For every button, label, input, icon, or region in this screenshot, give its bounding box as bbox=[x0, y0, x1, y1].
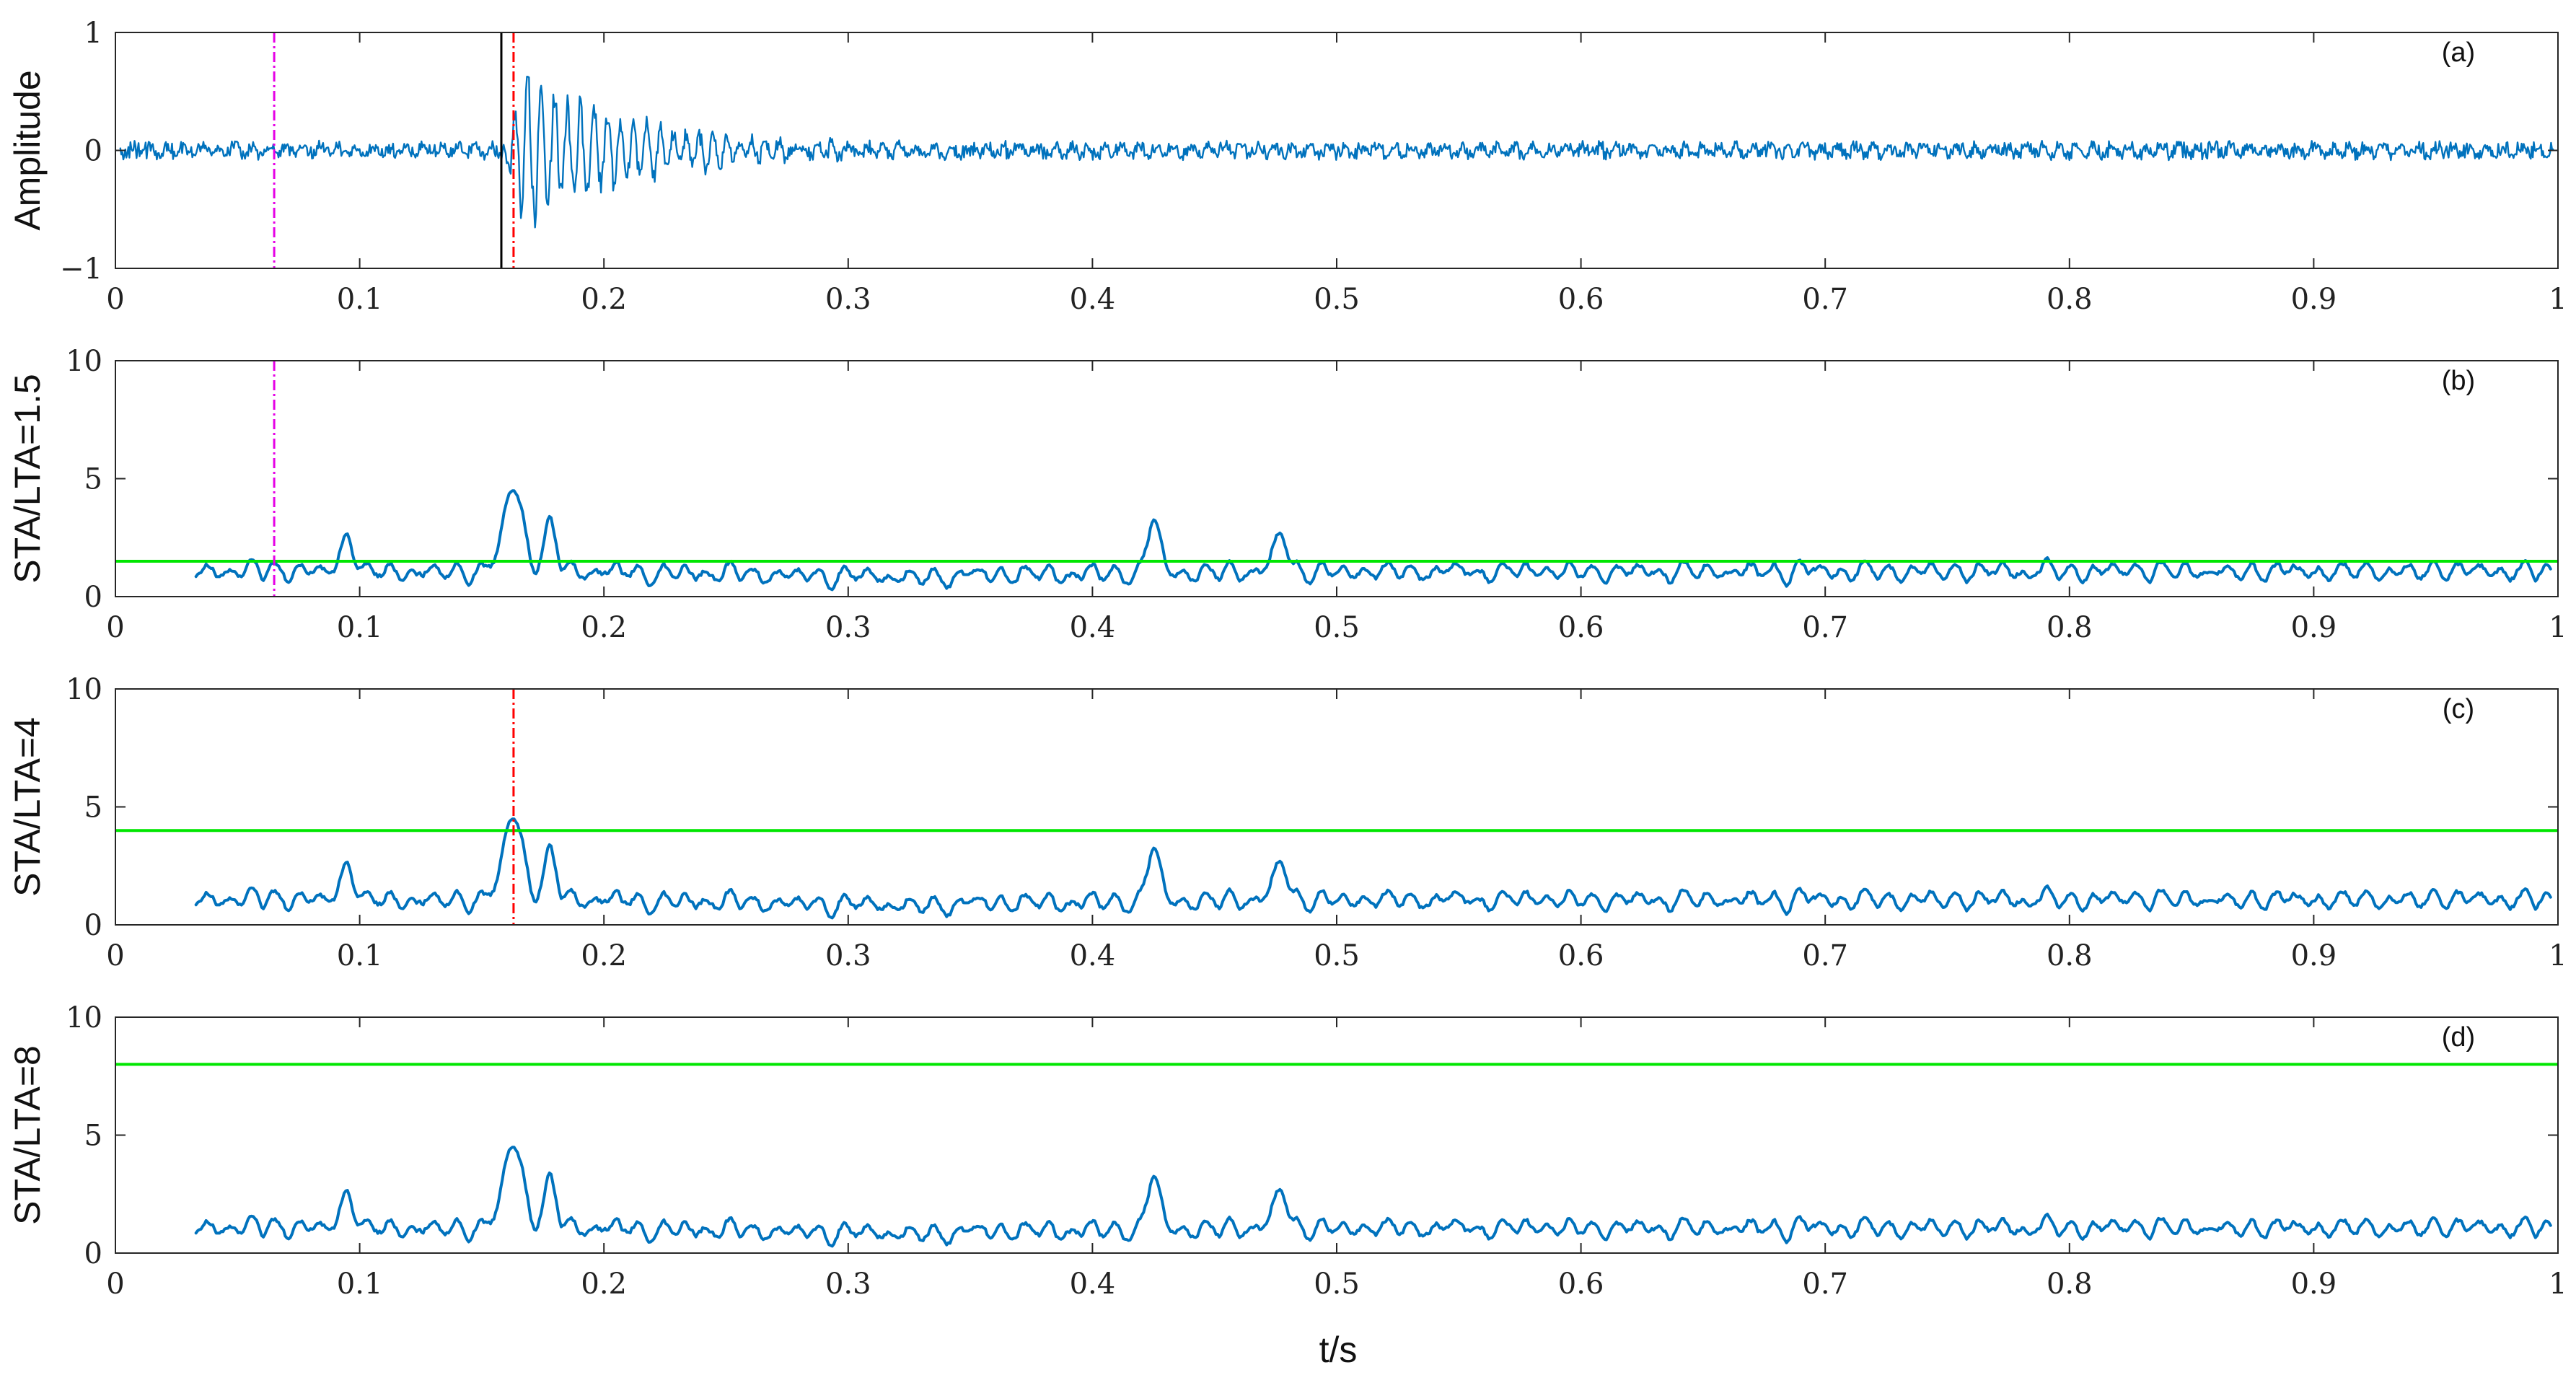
x-tick-label: 0.9 bbox=[2291, 283, 2337, 316]
y-axis-label: Amplitude bbox=[7, 70, 48, 230]
y-axis-label: STA/LTA=8 bbox=[7, 1045, 48, 1225]
y-tick-label: 10 bbox=[66, 345, 102, 378]
x-tick-label: 0.2 bbox=[581, 283, 627, 316]
x-tick-label: 0.8 bbox=[2047, 1268, 2093, 1301]
x-tick-label: 0.6 bbox=[1558, 939, 1604, 972]
panel-tag: (c) bbox=[2443, 694, 2474, 724]
y-tick-label: 5 bbox=[84, 1120, 102, 1153]
x-tick-label: 0 bbox=[106, 939, 124, 972]
x-tick-label: 0.5 bbox=[1314, 283, 1360, 316]
x-tick-label: 0.6 bbox=[1558, 1268, 1604, 1301]
x-tick-label: 0.8 bbox=[2047, 283, 2093, 316]
x-tick-label: 0.8 bbox=[2047, 611, 2093, 644]
x-tick-label: 0.7 bbox=[1802, 611, 1848, 644]
x-tick-label: 0.5 bbox=[1314, 611, 1360, 644]
x-tick-label: 0.1 bbox=[337, 611, 383, 644]
x-tick-label: 0.2 bbox=[581, 939, 627, 972]
x-tick-label: 0.2 bbox=[581, 1268, 627, 1301]
y-tick-label: 0 bbox=[84, 135, 102, 168]
x-tick-label: 0.1 bbox=[337, 283, 383, 316]
sta-lta-line bbox=[194, 1146, 2552, 1248]
panel-b: 0 0.1 0.2 0.3 0.4 0.5 0.6 0.7 0.8 0.9 10510STA/LTA… bbox=[7, 345, 2567, 644]
x-tick-label: 1 bbox=[2549, 283, 2567, 316]
x-tick-label: 0.1 bbox=[337, 939, 383, 972]
x-tick-label: 1 bbox=[2549, 939, 2567, 972]
panel-frame bbox=[115, 1016, 2559, 1254]
x-tick-label: 0 bbox=[106, 1268, 124, 1301]
x-tick-label: 0.1 bbox=[337, 1268, 383, 1301]
x-tick-label: 0.9 bbox=[2291, 1268, 2337, 1301]
x-tick-label: 0.4 bbox=[1070, 1268, 1116, 1301]
y-axis-label: STA/LTA=4 bbox=[7, 717, 48, 897]
x-axis-label: t/s bbox=[1319, 1330, 1358, 1370]
waveform-line bbox=[119, 76, 2554, 229]
y-tick-label: 10 bbox=[66, 1001, 102, 1034]
panel-frame bbox=[115, 688, 2559, 926]
sta-lta-line bbox=[194, 489, 2552, 592]
x-tick-label: 0.7 bbox=[1802, 283, 1848, 316]
x-tick-label: 0.5 bbox=[1314, 1268, 1360, 1301]
x-tick-label: 0.5 bbox=[1314, 939, 1360, 972]
panel-a: 0 0.1 0.2 0.3 0.4 0.5 0.6 0.7 0.8 0.9 1−101Amplitu… bbox=[7, 17, 2567, 316]
x-tick-label: 0.6 bbox=[1558, 283, 1604, 316]
x-tick-label: 0.4 bbox=[1070, 611, 1116, 644]
y-tick-label: 0 bbox=[84, 581, 102, 614]
y-tick-label: 5 bbox=[84, 463, 102, 496]
panel-d: 0 0.1 0.2 0.3 0.4 0.5 0.6 0.7 0.8 0.9 10510STA/LTA… bbox=[7, 1001, 2567, 1301]
x-tick-label: 0.7 bbox=[1802, 1268, 1848, 1301]
x-tick-label: 0.2 bbox=[581, 611, 627, 644]
y-tick-label: 0 bbox=[84, 909, 102, 942]
y-tick-label: 5 bbox=[84, 791, 102, 825]
y-axis-label: STA/LTA=1.5 bbox=[7, 374, 48, 583]
panel-tag: (a) bbox=[2442, 38, 2475, 68]
x-tick-label: 0.8 bbox=[2047, 939, 2093, 972]
y-tick-label: −1 bbox=[60, 252, 102, 286]
x-tick-label: 0.3 bbox=[825, 611, 871, 644]
x-tick-label: 1 bbox=[2549, 611, 2567, 644]
y-tick-label: 10 bbox=[66, 673, 102, 706]
x-tick-label: 0.9 bbox=[2291, 611, 2337, 644]
x-tick-label: 0.3 bbox=[825, 283, 871, 316]
x-tick-label: 0.4 bbox=[1070, 939, 1116, 972]
x-tick-label: 1 bbox=[2549, 1268, 2567, 1301]
x-tick-label: 0.9 bbox=[2291, 939, 2337, 972]
x-tick-label: 0 bbox=[106, 283, 124, 316]
panel-tag: (d) bbox=[2442, 1022, 2475, 1053]
x-tick-label: 0.3 bbox=[825, 1268, 871, 1301]
x-tick-label: 0 bbox=[106, 611, 124, 644]
x-tick-label: 0.6 bbox=[1558, 611, 1604, 644]
y-tick-label: 1 bbox=[84, 17, 102, 50]
x-tick-label: 0.7 bbox=[1802, 939, 1848, 972]
y-tick-label: 0 bbox=[84, 1237, 102, 1270]
panel-tag: (b) bbox=[2442, 366, 2475, 396]
panels-root: 0 0.1 0.2 0.3 0.4 0.5 0.6 0.7 0.8 0.9 1−101Amplitu… bbox=[7, 17, 2567, 1301]
sta-lta-line bbox=[194, 817, 2552, 920]
panel-c: 0 0.1 0.2 0.3 0.4 0.5 0.6 0.7 0.8 0.9 10510STA/LTA… bbox=[7, 673, 2567, 972]
x-tick-label: 0.4 bbox=[1070, 283, 1116, 316]
x-tick-label: 0.3 bbox=[825, 939, 871, 972]
